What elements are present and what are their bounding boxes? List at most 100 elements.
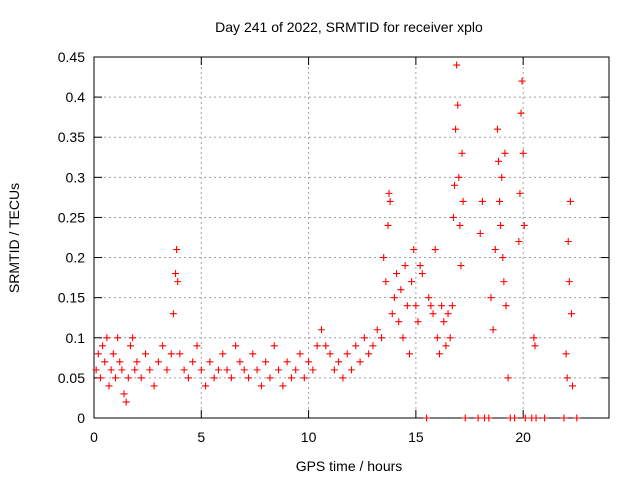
data-point xyxy=(118,366,126,374)
data-point xyxy=(425,294,433,302)
data-point xyxy=(111,374,119,382)
x-tick-label: 20 xyxy=(515,429,531,445)
data-point xyxy=(167,350,175,358)
data-point xyxy=(339,374,347,382)
data-point xyxy=(530,334,538,342)
grid xyxy=(94,57,609,418)
data-point xyxy=(287,374,295,382)
data-point xyxy=(253,366,261,374)
data-point xyxy=(378,334,386,342)
data-point xyxy=(493,125,501,133)
data-point xyxy=(99,342,107,350)
y-tick-label: 0.4 xyxy=(66,89,86,105)
data-point xyxy=(442,342,450,350)
data-point xyxy=(385,189,393,197)
data-point xyxy=(309,366,317,374)
data-point xyxy=(369,342,377,350)
data-point xyxy=(163,366,171,374)
data-point xyxy=(257,382,265,390)
data-point xyxy=(236,358,244,366)
data-point xyxy=(452,125,460,133)
data-point xyxy=(487,294,495,302)
data-point xyxy=(456,221,464,229)
data-point xyxy=(438,302,446,310)
data-point xyxy=(126,342,134,350)
data-point xyxy=(429,310,437,318)
data-point xyxy=(519,149,527,157)
data-point xyxy=(92,366,100,374)
data-point xyxy=(206,358,214,366)
data-point xyxy=(448,302,456,310)
data-point xyxy=(562,350,570,358)
data-point xyxy=(189,358,197,366)
data-point xyxy=(313,342,321,350)
data-point xyxy=(449,213,457,221)
data-point xyxy=(210,374,218,382)
data-point xyxy=(292,366,300,374)
data-point xyxy=(518,77,526,85)
data-point xyxy=(515,238,523,246)
x-axis-label: GPS time / hours xyxy=(296,458,403,474)
data-point xyxy=(517,109,525,117)
axis-ticks: 0 0.05 0.1 0.15 0.2 0.25 0.3 0.35 0.4 0.45 0 5 10 15 2… xyxy=(58,49,609,445)
data-point xyxy=(433,334,441,342)
data-point xyxy=(399,334,407,342)
data-point xyxy=(116,358,124,366)
data-point xyxy=(96,374,104,382)
data-point xyxy=(454,101,462,109)
data-point xyxy=(131,366,139,374)
data-point xyxy=(380,254,388,262)
data-point xyxy=(569,382,577,390)
data-point xyxy=(511,414,519,422)
data-point xyxy=(498,173,506,181)
data-point xyxy=(300,374,308,382)
data-point xyxy=(427,302,435,310)
data-point xyxy=(335,358,343,366)
data-point xyxy=(386,197,394,205)
data-point xyxy=(474,414,482,422)
data-point xyxy=(446,334,454,342)
data-point xyxy=(516,189,524,197)
y-tick-label: 0.2 xyxy=(66,250,86,266)
y-tick-label: 0.35 xyxy=(58,129,85,145)
data-point xyxy=(485,414,493,422)
data-point xyxy=(223,366,231,374)
data-point xyxy=(499,254,507,262)
data-point xyxy=(101,358,109,366)
data-point xyxy=(133,358,141,366)
data-point xyxy=(176,350,184,358)
y-tick-label: 0.1 xyxy=(66,330,86,346)
data-point xyxy=(478,197,486,205)
data-point xyxy=(390,294,398,302)
data-point xyxy=(105,382,113,390)
data-point xyxy=(444,310,452,318)
data-point xyxy=(109,350,117,358)
data-point xyxy=(496,197,504,205)
data-point xyxy=(431,246,439,254)
data-point xyxy=(122,398,130,406)
data-point xyxy=(388,310,396,318)
data-point xyxy=(159,342,167,350)
data-point xyxy=(120,390,128,398)
y-tick-label: 0 xyxy=(77,410,85,426)
data-point xyxy=(146,366,154,374)
data-point xyxy=(423,414,431,422)
data-point xyxy=(124,374,132,382)
data-point xyxy=(532,414,540,422)
data-point xyxy=(356,358,364,366)
data-point xyxy=(440,318,448,326)
data-point xyxy=(565,278,573,286)
data-point xyxy=(262,358,270,366)
data-point xyxy=(173,246,181,254)
y-tick-label: 0.3 xyxy=(66,169,86,185)
data-point xyxy=(457,262,465,270)
data-point xyxy=(560,414,568,422)
data-point xyxy=(249,350,257,358)
data-point xyxy=(202,382,210,390)
data-point xyxy=(566,197,574,205)
data-point xyxy=(343,350,351,358)
data-point xyxy=(94,350,102,358)
y-tick-label: 0.25 xyxy=(58,209,85,225)
data-point xyxy=(373,326,381,334)
data-point xyxy=(410,246,418,254)
